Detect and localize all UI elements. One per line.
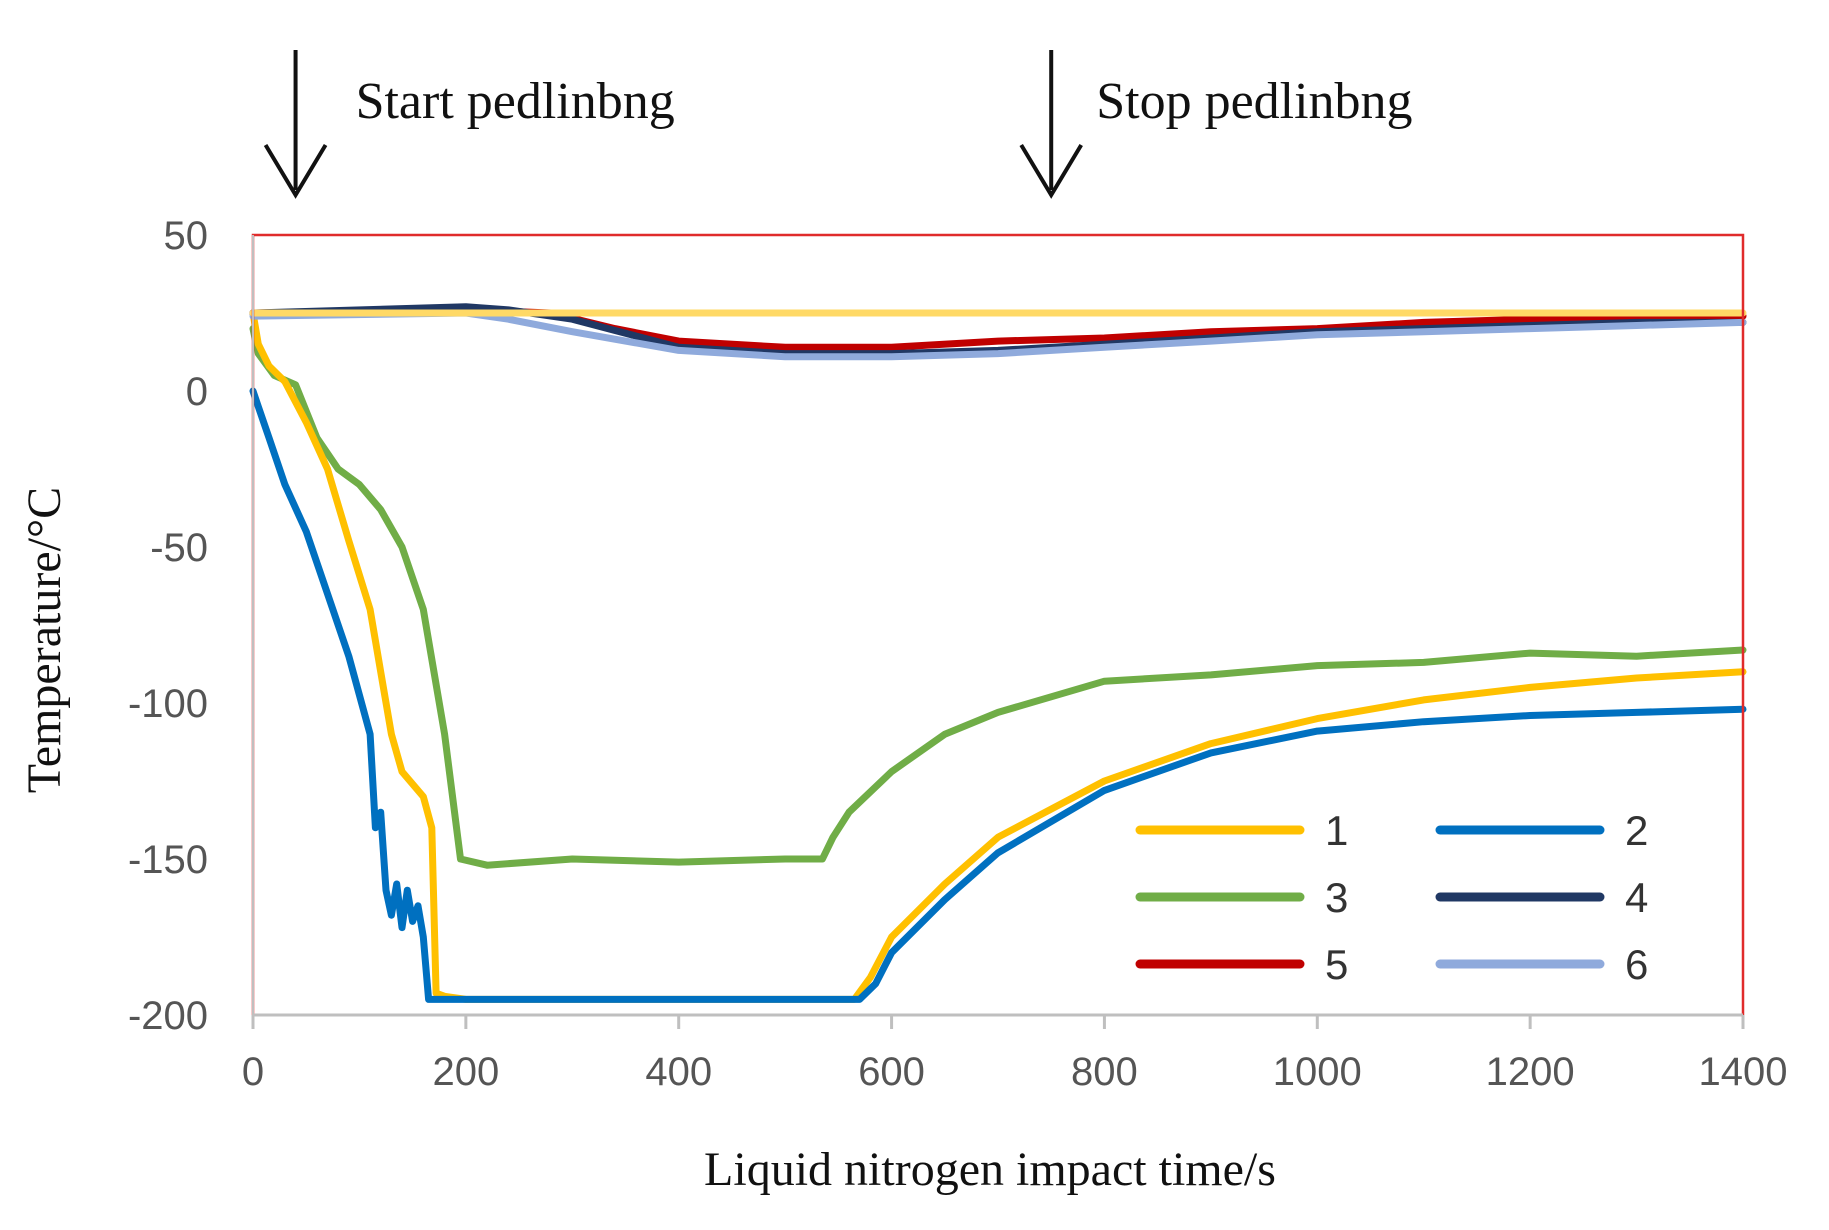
series-3-line [249, 325, 1747, 869]
axes-layer [251, 235, 1745, 1029]
arrow-head [263, 143, 328, 199]
annotations: Start pedlinbng Stop pedlinbng [263, 50, 1413, 199]
series-layer [249, 303, 1747, 1003]
y-axis-title: Temperature/°C [18, 487, 71, 793]
legend-label: 5 [1325, 941, 1348, 988]
tick-labels: 0 200 400 600 800 1000 1200 1400 50 0 -50 -100 -150 -… [128, 214, 1788, 1094]
x-axis-title: Liquid nitrogen impact time/s [704, 1143, 1276, 1196]
y-tick-label: -200 [128, 994, 208, 1038]
annotation-start: Start pedlinbng [263, 50, 675, 199]
x-tick-label: 0 [242, 1050, 264, 1094]
annotation-label: Start pedlinbng [356, 73, 675, 130]
legend-item-1: 1 [1135, 807, 1348, 854]
annotation-label: Stop pedlinbng [1096, 73, 1412, 130]
x-tick-label: 200 [432, 1050, 499, 1094]
y-tick-label: -50 [150, 526, 208, 570]
y-tick-label: 0 [186, 370, 208, 414]
legend-label: 1 [1325, 807, 1348, 854]
legend-label: 3 [1325, 874, 1348, 921]
legend-item-3: 3 [1135, 874, 1348, 921]
x-tick-label: 400 [645, 1050, 712, 1094]
legend-label: 2 [1625, 807, 1648, 854]
legend-item-4: 4 [1435, 874, 1648, 921]
y-tick-label: -150 [128, 838, 208, 882]
x-tick-label: 1400 [1699, 1050, 1788, 1094]
series-6-line [249, 309, 1747, 361]
y-tick-label: -100 [128, 682, 208, 726]
x-tick-label: 1000 [1273, 1050, 1362, 1094]
legend-item-6: 6 [1435, 941, 1648, 988]
arrow-head [1019, 143, 1083, 199]
annotation-stop: Stop pedlinbng [1019, 50, 1413, 199]
legend: 1 2 3 4 5 6 [1135, 807, 1648, 988]
legend-item-2: 2 [1435, 807, 1648, 854]
series-2-line [249, 387, 1747, 1003]
legend-label: 6 [1625, 941, 1648, 988]
legend-label: 4 [1625, 874, 1648, 921]
legend-item-5: 5 [1135, 941, 1348, 988]
y-tick-label: 50 [164, 214, 209, 258]
x-tick-label: 1200 [1486, 1050, 1575, 1094]
x-tick-label: 800 [1071, 1050, 1138, 1094]
x-tick-label: 600 [858, 1050, 925, 1094]
